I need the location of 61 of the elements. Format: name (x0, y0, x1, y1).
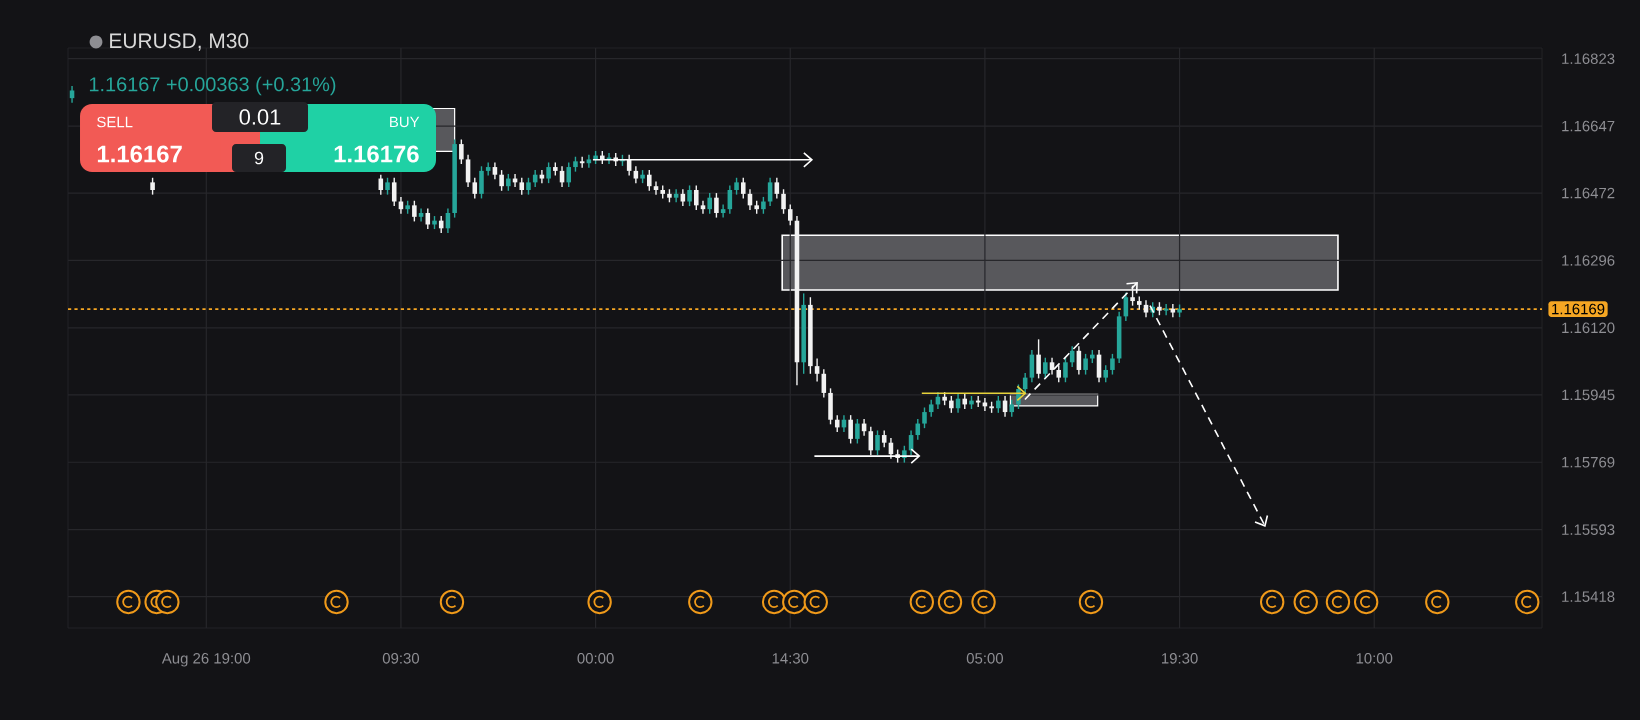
annotation: BUY (390, 116, 420, 128)
candlestick (1110, 353, 1115, 376)
x-tick-label: 00:00 (577, 653, 614, 664)
candlestick (647, 169, 652, 192)
candlestick (767, 177, 773, 207)
y-tick-label: 1.16647 (1562, 120, 1615, 132)
text: 1.16167 +0.00363 (+0.31%) (89, 76, 336, 96)
candlestick (566, 161, 572, 188)
annotation: SELL (97, 116, 133, 128)
candlestick (1063, 357, 1068, 383)
y-tick-label: 1.16296 (1562, 255, 1615, 266)
candlestick (472, 177, 478, 200)
y-tick-label: 1.15418 (1562, 591, 1615, 602)
candlestick (714, 192, 719, 219)
y-tick-label: 1.15769 (1562, 456, 1615, 468)
x-tick-label: 05:00 (966, 653, 1004, 664)
candlestick (1036, 338, 1041, 380)
x-tick-label: 19:30 (1161, 653, 1198, 664)
annotation: 1.16167 (97, 145, 182, 163)
candlestick (787, 203, 793, 226)
x-tick-label: 10:00 (1356, 653, 1393, 664)
candlestick (539, 169, 545, 184)
candlestick (586, 154, 592, 169)
x-tick-label: 14:30 (772, 653, 809, 664)
x-tick-label: Aug 26 19:00 (161, 653, 251, 667)
candlestick (875, 429, 880, 456)
candlestick (479, 165, 484, 200)
candlestick (391, 177, 397, 207)
candlestick (740, 177, 746, 200)
annotation: 1.16176 (334, 145, 419, 163)
y-tick-label: 1.15593 (1562, 524, 1615, 535)
candlestick (459, 138, 464, 165)
candlestick (693, 184, 699, 211)
candlestick (848, 414, 853, 445)
candlestick (720, 203, 726, 219)
ref-line-label: 1.16169 (1552, 303, 1605, 315)
y-tick-label: 1.15945 (1562, 389, 1615, 401)
candlestick (687, 184, 692, 207)
x-tick-label: 09:30 (382, 653, 420, 664)
y-tick-label: 1.16120 (1562, 322, 1615, 334)
candlestick (814, 357, 820, 383)
candlestick (855, 418, 860, 445)
candlestick (418, 207, 424, 223)
candlestick (412, 200, 417, 223)
candlestick (1083, 353, 1088, 376)
candlestick (700, 200, 706, 215)
candlestick (499, 169, 504, 192)
candlestick (922, 406, 927, 429)
candlestick (774, 177, 780, 200)
y-tick-label: 1.16823 (1562, 53, 1615, 65)
candlestick (707, 192, 712, 215)
annotation: 9 (254, 151, 264, 165)
candlestick (546, 161, 551, 184)
chart-title: EURUSD, M30 (110, 33, 249, 51)
candlestick (1043, 357, 1048, 380)
candlestick (781, 188, 786, 215)
y-tick-label: 1.16472 (1562, 187, 1615, 199)
candlestick (485, 161, 491, 177)
candlestick (1170, 303, 1176, 318)
annotation: 0.01 (239, 109, 281, 125)
candlestick (653, 180, 659, 196)
